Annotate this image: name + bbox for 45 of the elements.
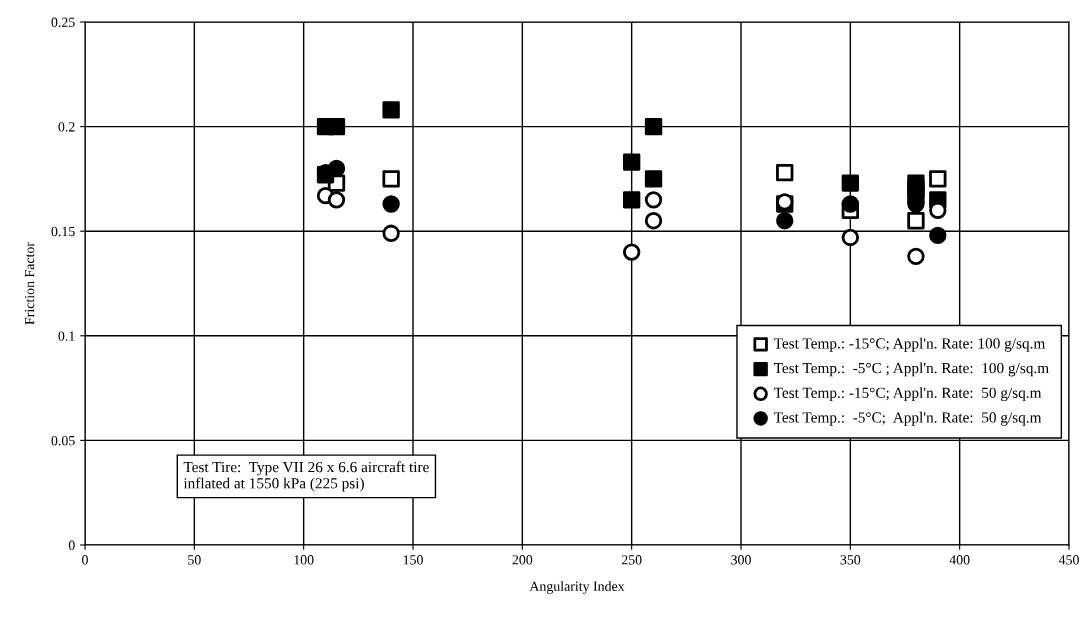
point [622, 153, 641, 171]
y-tick-label: 0.25 [51, 17, 75, 28]
x-tick-label: 350 [840, 555, 861, 565]
point [382, 101, 400, 119]
point [841, 228, 860, 247]
point [382, 170, 400, 188]
y-tick-label: 0 [68, 540, 75, 550]
x-tick-label: 400 [949, 555, 970, 565]
x-tick-label: 100 [294, 555, 314, 565]
point [776, 163, 794, 182]
point [327, 117, 346, 136]
x-tick-label: 50 [188, 555, 201, 565]
x-axis-title: Angularity Index [529, 581, 625, 594]
legend-label: Test Temp.: -5°C; Appl'n. Rate: 50 g/sq.m [773, 411, 1042, 426]
point [644, 170, 663, 188]
point [622, 243, 641, 261]
annotation: Test Tire: Type VII 26 x 6.6 aircraft tire inflated at 1550 kPa (225 psi) [183, 461, 429, 492]
point [327, 191, 346, 209]
x-tick-label: 0 [82, 555, 88, 565]
point [622, 191, 641, 209]
x-tick-label: 450 [1058, 555, 1079, 565]
point [907, 212, 925, 230]
y-axis-title: Friction Factor [24, 242, 35, 325]
x-tick-label: 150 [403, 555, 423, 565]
x-tick-label: 300 [731, 555, 751, 565]
point [929, 170, 947, 188]
point [776, 212, 794, 230]
point [907, 247, 925, 265]
point [644, 117, 663, 136]
point [929, 226, 947, 245]
point [841, 174, 860, 192]
x-tick-label: 200 [512, 555, 533, 565]
point [841, 195, 860, 213]
point [644, 212, 663, 230]
point [382, 195, 400, 213]
legend-label: Test Temp.: -15°C; Appl'n. Rate: 100 g/sq.m [773, 337, 1046, 352]
y-tick-label: 0.2 [58, 122, 75, 132]
x-tick-label: 250 [621, 555, 642, 565]
y-tick-label: 0.05 [51, 435, 75, 446]
legend-label: Test Temp.: -5°C ; Appl'n. Rate: 100 g/sq.m [773, 362, 1049, 377]
point [644, 191, 663, 209]
point [382, 224, 400, 242]
legend-label: Test Temp.: -15°C; Appl'n. Rate: 50 g/sq.m [773, 387, 1042, 402]
y-tick-label: 0.1 [58, 331, 75, 341]
y-tick-label: 0.15 [51, 226, 75, 237]
